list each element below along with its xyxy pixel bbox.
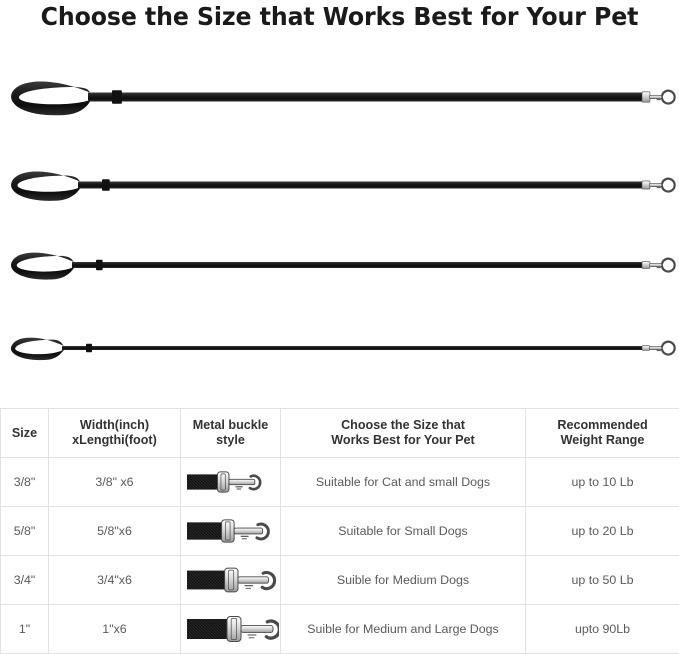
- leash-3-4-inch-snap-hook-icon: [642, 259, 675, 272]
- cell-choose-size: Suible for Medium and Large Dogs: [281, 605, 526, 654]
- header-line-2: Works Best for Your Pet: [281, 433, 525, 448]
- cell-size: 3/4": [1, 556, 49, 605]
- buckle-frame: [227, 617, 241, 642]
- buckle-shank: [228, 479, 254, 484]
- cell-width-length: 3/8" x6: [49, 458, 181, 507]
- leash-5-8-inch-strap: [78, 182, 643, 189]
- header-line-2: xLengthi(foot): [49, 433, 180, 448]
- column-header-size: Size: [1, 409, 49, 458]
- snap-hook-small-icon: [183, 461, 279, 503]
- leash-3-8-inch-svg: [0, 52, 679, 142]
- leash-3-8-inch-strap: [88, 93, 643, 102]
- leash-3-4-inch-handle-loop: [11, 253, 74, 280]
- cell-weight-range: upto 90Lb: [526, 605, 679, 654]
- cell-size: 1": [1, 605, 49, 654]
- leash-illustration-gallery: [0, 36, 679, 392]
- leash-5-8-inch: [0, 140, 679, 230]
- cell-weight-range: up to 20 Lb: [526, 507, 679, 556]
- buckle-frame: [224, 568, 237, 592]
- header-line-1: Choose the Size that: [281, 418, 525, 433]
- leash-1-inch-handle-loop: [11, 338, 64, 360]
- leash-5-8-inch-keeper: [102, 179, 110, 190]
- header-line-1: Size: [1, 426, 48, 441]
- leash-5-8-inch-handle-loop: [11, 172, 80, 201]
- header-line-2: style: [181, 433, 280, 448]
- page-title: Choose the Size that Works Best for Your…: [12, 0, 667, 34]
- column-header-recommended-weight: Recommended Weight Range: [526, 409, 679, 458]
- column-header-width-length: Width(inch) xLengthi(foot): [49, 409, 181, 458]
- cell-width-length: 1"x6: [49, 605, 181, 654]
- leash-3-4-inch-keeper: [96, 260, 103, 270]
- cell-choose-size: Suitable for Cat and small Dogs: [281, 458, 526, 507]
- leash-1-inch: [0, 303, 679, 393]
- buckle-frame: [217, 472, 228, 492]
- size-chart-table: Size Width(inch) xLengthi(foot) Metal bu…: [0, 408, 679, 654]
- cell-choose-size: Suible for Medium Dogs: [281, 556, 526, 605]
- cell-metal-buckle: [181, 458, 281, 507]
- leash-5-8-inch-svg: [0, 140, 679, 230]
- cell-weight-range: up to 10 Lb: [526, 458, 679, 507]
- column-header-choose-size: Choose the Size that Works Best for Your…: [281, 409, 526, 458]
- table-row: 3/4" 3/4"x6 Suible for Medium Dogs up to…: [1, 556, 679, 605]
- cell-metal-buckle: [181, 605, 281, 654]
- leash-3-8-inch-handle-loop: [11, 81, 90, 115]
- header-line-1: Width(inch): [49, 418, 180, 433]
- cell-weight-range: up to 50 Lb: [526, 556, 679, 605]
- leash-3-8-inch-snap-hook-icon: [642, 91, 675, 104]
- leash-3-4-inch: [0, 220, 679, 310]
- snap-hook-large-icon: [183, 559, 279, 601]
- cell-width-length: 5/8"x6: [49, 507, 181, 556]
- snap-hook-xlarge-icon: [183, 608, 279, 650]
- cell-width-length: 3/4"x6: [49, 556, 181, 605]
- leash-5-8-inch-snap-hook-icon: [642, 179, 675, 192]
- leash-3-8-inch-keeper: [112, 90, 122, 103]
- buckle-frame: [221, 520, 234, 542]
- header-line-1: Recommended: [526, 418, 679, 433]
- table-row: 3/8" 3/8" x6 Suitable for Cat and small …: [1, 458, 679, 507]
- table-header-row: Size Width(inch) xLengthi(foot) Metal bu…: [1, 409, 679, 458]
- leash-1-inch-svg: [0, 303, 679, 393]
- webbing-strap: [187, 571, 225, 590]
- header-line-2: Weight Range: [526, 433, 679, 448]
- table-row: 5/8" 5/8"x6 Suitable for Small Dogs up t…: [1, 507, 679, 556]
- webbing-strap: [187, 474, 217, 489]
- webbing-strap: [187, 619, 227, 639]
- buckle-shank: [234, 528, 262, 534]
- cell-metal-buckle: [181, 556, 281, 605]
- cell-choose-size: Suitable for Small Dogs: [281, 507, 526, 556]
- buckle-shank: [237, 577, 267, 583]
- leash-1-inch-keeper: [86, 344, 92, 352]
- leash-3-4-inch-svg: [0, 220, 679, 310]
- header-line-1: Metal buckle: [181, 418, 280, 433]
- buckle-shank: [241, 626, 273, 633]
- cell-size: 5/8": [1, 507, 49, 556]
- webbing-strap: [187, 522, 222, 539]
- snap-hook-medium-icon: [183, 510, 279, 552]
- leash-3-8-inch: [0, 52, 679, 142]
- cell-size: 3/8": [1, 458, 49, 507]
- leash-3-4-inch-strap: [72, 262, 643, 268]
- leash-1-inch-strap: [62, 346, 643, 350]
- cell-metal-buckle: [181, 507, 281, 556]
- column-header-metal-buckle-style: Metal buckle style: [181, 409, 281, 458]
- table-row: 1" 1"x6 Suible for Medium and Large Dogs…: [1, 605, 679, 654]
- leash-1-inch-snap-hook-icon: [642, 342, 675, 355]
